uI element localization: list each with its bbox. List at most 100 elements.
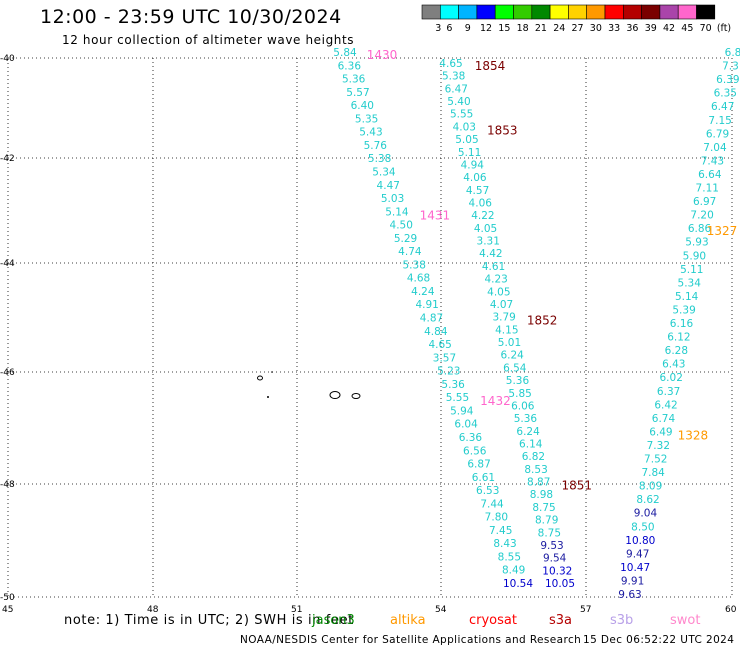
legend-jason3: jason3 [312,613,355,628]
scale-swatch-70 [696,4,716,20]
swh-value: 4.57 [466,185,489,197]
swh-value: 5.05 [455,134,478,146]
swh-value: 8.50 [631,521,654,533]
swh-value: 6.36 [459,432,483,444]
swh-value: 8.49 [502,565,525,577]
legend-cryosat: cryosat [469,613,517,628]
swh-value: 4.06 [469,198,493,210]
swh-value: 5.84 [333,47,357,59]
lat-label: -46 [0,368,15,378]
swh-value: 10.47 [620,562,650,574]
swh-value: 5.90 [683,250,706,262]
swh-value: 5.39 [672,304,695,316]
lon-label: 51 [291,605,302,615]
swh-value: 8.43 [493,538,516,550]
swh-value: 6.53 [476,485,499,497]
lon-label: 45 [2,605,13,615]
swh-value: 4.05 [474,223,497,235]
swh-value: 3.57 [433,352,456,364]
legend-swot: swot [670,613,701,628]
swh-value: 6.97 [693,196,716,208]
island-dot [267,396,269,398]
scale-label-36: 36 [626,23,638,34]
lat-label: -40 [0,54,15,64]
swh-value: 5.23 [437,366,460,378]
track-1854: 4.655.386.475.405.554.035.055.114.944.06… [439,58,592,590]
island-outline [257,375,263,381]
swh-value: 4.94 [461,159,485,171]
swh-value: 6.87 [467,459,490,471]
scale-label-15: 15 [498,23,510,34]
swh-value: 8.62 [636,494,659,506]
scale-label-9: 9 [465,23,471,34]
track-1430: 5.846.365.365.576.405.355.435.765.385.34… [333,47,533,590]
track-time-label: 1431 [420,208,451,222]
swh-value: 4.50 [390,220,413,232]
swh-value: 4.03 [453,121,476,133]
swh-value: 5.40 [447,96,470,108]
swh-value: 5.38 [403,259,426,271]
island-dot [271,371,273,373]
swh-value: 5.11 [458,147,481,159]
footer-note: note: 1) Time is in UTC; 2) SWH is in fe… [64,613,354,628]
lat-label: -44 [0,259,15,269]
swh-value: 5.03 [381,193,404,205]
swh-value: 6.37 [657,386,680,398]
swh-value: 8.09 [639,481,662,493]
lat-label: -48 [0,480,15,490]
swh-value: 5.14 [675,291,699,303]
swh-value: 4.84 [424,326,448,338]
credit-line: NOAA/NESDIS Center for Satellite Applica… [240,634,582,646]
swh-value: 4.47 [377,180,400,192]
track-1327: 6.8 7.36.39 6.356.47 7.156.79 7.047.43 6.64 7.… [618,47,740,601]
scale-label-3: 3 [435,23,441,34]
swh-value: 6.39 [716,74,739,86]
swh-value: 5.36 [441,379,465,391]
lon-label: 48 [147,605,159,615]
legend-s3b: s3b [610,613,634,628]
track-time-label: 1852 [527,314,558,328]
swh-value: 7.20 [690,210,713,222]
swh-value: 6.43 [662,359,685,371]
swh-value: 7.44 [480,498,504,510]
swh-value: 8.98 [530,489,553,501]
swh-value: 6.47 [711,101,734,113]
swh-value: 5.36 [342,74,366,86]
swh-value: 7.15 [708,115,731,127]
swh-value: 4.65 [428,339,451,351]
swh-value: 5.43 [359,127,382,139]
swh-value: 10.54 [503,578,533,590]
scale-label-33: 33 [608,23,620,34]
map-title: 12:00 - 23:59 UTC 10/30/2024 [40,6,342,28]
swh-value: 8.75 [538,527,561,539]
swh-value: 6.82 [522,451,545,463]
swh-value: 6.12 [667,332,690,344]
swh-value: 5.01 [498,337,521,349]
swh-value: 4.24 [411,286,435,298]
swh-value: 6.04 [454,419,478,431]
scale-label-24: 24 [553,23,565,34]
swh-value: 7.84 [641,467,665,479]
swh-value: 4.42 [479,248,502,260]
scale-label-45: 45 [681,23,693,34]
swh-value: 7.3 [722,61,739,73]
swh-value: 5.36 [514,413,538,425]
lon-label: 54 [435,605,447,615]
legend-altika: altika [390,613,426,628]
map-frame [7,57,733,598]
swh-value: 6.24 [500,350,524,362]
swh-value: 5.38 [442,71,465,83]
swh-value: 6.86 [688,223,712,235]
swh-value: 7.45 [489,525,512,537]
swh-value: 4.23 [484,274,507,286]
track-time-label: 1328 [678,428,709,442]
swh-value: 7.80 [485,512,508,524]
swh-value: 7.04 [703,142,727,154]
swh-value: 6.40 [351,100,374,112]
swh-value: 9.53 [540,540,563,552]
swh-value: 9.47 [626,548,649,560]
scale-label-27: 27 [572,23,584,34]
timestamp: 15 Dec 06:52:22 UTC 2024 [583,634,735,646]
lat-label: -50 [0,593,15,603]
